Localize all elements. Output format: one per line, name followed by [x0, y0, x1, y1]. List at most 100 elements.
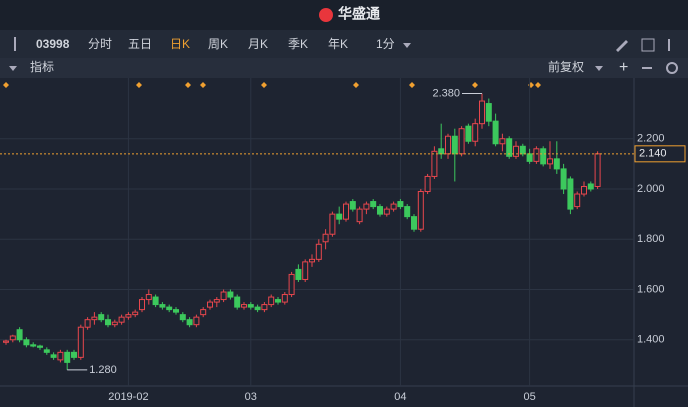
period-tab[interactable]: 分时 [88, 37, 112, 51]
candle-body [506, 138, 513, 157]
candle-body [458, 128, 465, 155]
candle-body [540, 148, 547, 165]
candle-body [173, 309, 179, 313]
candle-body [98, 314, 105, 321]
indicator-button[interactable]: 指标 [30, 59, 54, 74]
zoom-in[interactable]: + [619, 59, 628, 76]
candle-body [200, 309, 207, 316]
toolbar [0, 30, 688, 58]
candle-body [533, 148, 540, 162]
period-tab[interactable]: 周K [208, 37, 228, 51]
zoom-out[interactable] [642, 67, 652, 69]
event-marker [3, 82, 541, 88]
candle-body [179, 314, 186, 321]
candle-body [438, 148, 445, 155]
candle-body [417, 191, 424, 230]
candle-body [118, 316, 125, 323]
candle-body [513, 145, 519, 157]
candle-body [397, 201, 404, 208]
candle-body [465, 125, 472, 142]
candle-body [125, 314, 132, 318]
candle-body [37, 345, 43, 348]
candle-body [84, 319, 91, 328]
x-tick-label: 04 [394, 391, 406, 403]
candle-body [91, 316, 98, 321]
adjust-button[interactable]: 前复权 [548, 59, 584, 74]
last-price-label: 2.140 [639, 148, 667, 160]
period-tab[interactable]: 年K [328, 37, 348, 51]
candle-body [9, 335, 16, 341]
candle-body [50, 354, 57, 358]
candle-body [71, 351, 77, 358]
y-tick-label: 2.200 [637, 133, 665, 145]
period-tab[interactable]: 日K [170, 37, 190, 51]
candle-body [519, 145, 526, 155]
y-tick-label: 1.600 [637, 283, 665, 295]
candle-body [499, 138, 506, 145]
candle-body [275, 299, 281, 303]
expand-icon[interactable] [641, 38, 655, 52]
candle-body [186, 319, 193, 326]
dropdown-arrow[interactable] [403, 43, 411, 48]
period-tab[interactable]: 1分 [376, 37, 395, 51]
candle-body [485, 103, 492, 122]
candle-body [370, 201, 377, 208]
candle-body [281, 294, 288, 303]
adjust-arrow[interactable] [595, 66, 603, 71]
candle-body [383, 208, 390, 215]
candle-body [105, 319, 111, 326]
indicator-bar [0, 58, 688, 78]
y-tick-label: 2.000 [637, 183, 665, 195]
candle-body [302, 261, 309, 280]
candle-body [139, 299, 145, 311]
indicator-arrow[interactable] [9, 66, 17, 71]
event-markers [3, 82, 541, 88]
collapse-icon[interactable] [14, 37, 16, 51]
candle-body [261, 304, 268, 311]
y-tick-label: 1.800 [637, 233, 665, 245]
candle-body [451, 135, 458, 155]
candle-body [492, 120, 499, 145]
candle-body [43, 349, 50, 353]
candle-body [159, 304, 166, 308]
candle-body [268, 296, 275, 306]
last-price-box [634, 145, 686, 163]
candle-body [390, 203, 397, 210]
y-tick-label: 1.400 [637, 334, 665, 346]
candle-body [220, 291, 227, 301]
candle-body [594, 153, 601, 187]
candle-body [145, 294, 152, 301]
candle-body [445, 135, 451, 155]
candle-body [152, 296, 159, 306]
candle-body [424, 175, 431, 193]
x-tick-label: 03 [245, 391, 257, 403]
candle-body [30, 344, 37, 347]
candle-body [288, 273, 295, 296]
x-tick-label: 05 [523, 391, 535, 403]
panel-icon[interactable] [668, 39, 670, 51]
logo [319, 8, 333, 22]
candle-body [404, 206, 411, 218]
candle-body [336, 213, 343, 220]
candle-body [315, 243, 322, 260]
candle-body [526, 153, 533, 162]
draw-icon[interactable] [616, 40, 628, 52]
candle-body [560, 168, 567, 190]
candle-body [356, 208, 363, 223]
candle-body [132, 311, 139, 316]
candle-body [57, 351, 64, 361]
high-label: 2.380 [432, 87, 460, 99]
x-tick-label: 2019-02 [108, 391, 148, 403]
candle-body [23, 339, 30, 346]
candle-body [349, 201, 356, 210]
low-label: 1.280 [89, 364, 117, 376]
period-tab[interactable]: 五日 [128, 37, 152, 51]
candle-body [234, 296, 241, 308]
period-tab[interactable]: 季K [288, 37, 308, 51]
candle-body [322, 233, 329, 243]
period-tab[interactable]: 月K [248, 37, 268, 51]
symbol[interactable]: 03998 [36, 37, 70, 51]
app-title: 华盛通 [338, 6, 380, 22]
settings-icon[interactable] [666, 62, 678, 74]
